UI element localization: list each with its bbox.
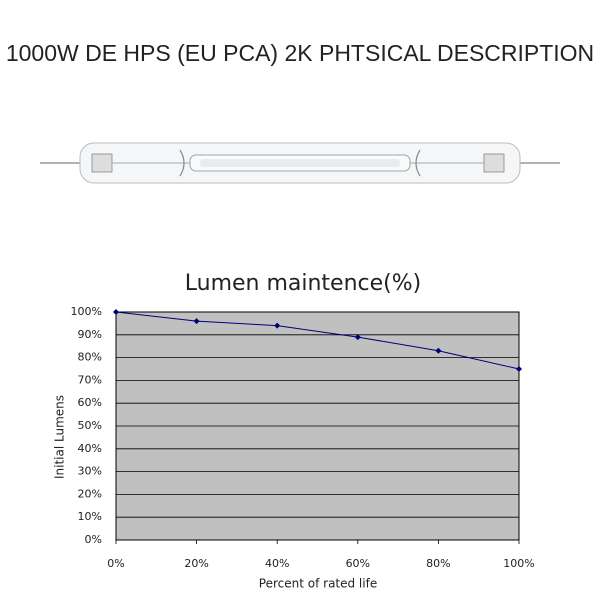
data-point	[274, 322, 281, 329]
y-tick-label: 40%	[78, 442, 102, 455]
y-tick-label: 100%	[71, 305, 102, 318]
lamp-illustration	[40, 142, 560, 184]
data-line	[115, 311, 520, 370]
y-tick-label: 80%	[78, 351, 102, 364]
y-tick-label: 10%	[78, 510, 102, 523]
data-point	[354, 334, 361, 341]
x-tick-label: 80%	[426, 557, 450, 570]
x-tick-label: 20%	[184, 557, 208, 570]
x-tick-label: 0%	[107, 557, 124, 570]
y-tick-label: 0%	[85, 533, 102, 546]
data-point	[193, 318, 200, 325]
data-point	[113, 309, 119, 315]
y-tick-label: 90%	[78, 328, 102, 341]
x-axis-label: Percent of rated life	[259, 577, 377, 591]
x-tick-label: 100%	[503, 557, 534, 570]
y-tick-label: 50%	[78, 419, 102, 432]
chart-title: Lumen maintence(%)	[185, 271, 422, 296]
y-tick-label: 70%	[78, 373, 102, 386]
y-axis-label: Initial Lumens	[53, 395, 67, 479]
data-point	[435, 347, 442, 354]
y-tick-label: 30%	[78, 465, 102, 478]
page-title: 1000W DE HPS (EU PCA) 2K PHTSICAL DESCRI…	[6, 40, 594, 66]
x-tick-label: 40%	[265, 557, 289, 570]
x-tick-label: 60%	[346, 557, 370, 570]
y-tick-label: 60%	[78, 396, 102, 409]
plot-border	[115, 311, 520, 541]
y-tick-label: 20%	[78, 487, 102, 500]
data-point	[516, 366, 522, 372]
